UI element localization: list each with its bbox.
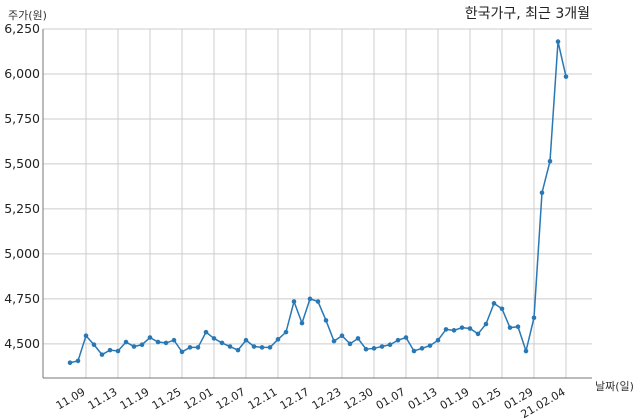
data-point bbox=[547, 158, 553, 164]
y-tick-label: 5,500 bbox=[4, 156, 40, 171]
data-point bbox=[555, 39, 561, 44]
data-point bbox=[275, 337, 281, 342]
series-line-group bbox=[67, 39, 569, 366]
series-line bbox=[69, 41, 567, 364]
data-point bbox=[171, 337, 177, 343]
x-axis-ticks: 11.0911.1311.1911.2512.0112.0712.1112.17… bbox=[54, 385, 568, 419]
data-point bbox=[251, 344, 257, 349]
data-point bbox=[299, 320, 305, 326]
data-point bbox=[267, 345, 273, 350]
x-tick-label: 01.13 bbox=[406, 385, 440, 412]
data-point bbox=[243, 337, 249, 343]
data-point bbox=[427, 343, 433, 348]
data-point bbox=[163, 340, 169, 346]
y-tick-label: 6,000 bbox=[4, 66, 40, 81]
data-point bbox=[331, 338, 337, 344]
x-tick-label: 11.13 bbox=[86, 385, 120, 412]
axes bbox=[42, 29, 592, 379]
y-tick-label: 5,750 bbox=[4, 111, 40, 126]
x-tick-label: 11.25 bbox=[150, 385, 184, 412]
data-point bbox=[339, 333, 345, 339]
data-point bbox=[139, 342, 145, 348]
data-point bbox=[539, 190, 545, 196]
data-point bbox=[403, 335, 409, 340]
data-point bbox=[179, 349, 185, 355]
data-point bbox=[531, 315, 537, 321]
x-tick-label: 01.07 bbox=[374, 385, 408, 412]
data-point bbox=[459, 325, 465, 330]
data-point bbox=[227, 344, 233, 349]
x-tick-label: 12.11 bbox=[246, 385, 280, 412]
data-point bbox=[67, 360, 73, 366]
data-point bbox=[475, 331, 481, 337]
data-point bbox=[395, 337, 401, 343]
y-tick-label: 6,250 bbox=[4, 21, 40, 36]
data-point bbox=[371, 346, 377, 351]
data-point bbox=[363, 346, 369, 352]
x-tick-label: 12.30 bbox=[342, 385, 376, 412]
data-point bbox=[379, 344, 385, 349]
data-point bbox=[499, 306, 505, 312]
data-point bbox=[259, 345, 265, 350]
data-point bbox=[467, 326, 473, 331]
x-tick-label: 11.09 bbox=[54, 385, 88, 412]
data-point bbox=[435, 337, 441, 343]
data-point bbox=[563, 74, 569, 79]
data-point bbox=[115, 348, 121, 354]
data-point bbox=[107, 347, 113, 353]
x-tick-label: 12.17 bbox=[278, 385, 312, 412]
data-point bbox=[203, 329, 209, 335]
data-point bbox=[323, 318, 329, 323]
data-point bbox=[483, 321, 489, 327]
x-axis-label: 날짜(일) bbox=[595, 379, 634, 393]
chart-title: 한국가구, 최근 3개월 bbox=[465, 6, 590, 22]
x-tick-label: 11.19 bbox=[118, 385, 152, 412]
data-point bbox=[211, 336, 217, 341]
data-point bbox=[219, 340, 225, 346]
data-point bbox=[235, 347, 241, 353]
data-point bbox=[187, 345, 193, 350]
y-tick-label: 4,750 bbox=[4, 291, 40, 306]
data-point bbox=[355, 336, 361, 341]
data-point bbox=[155, 339, 161, 345]
x-tick-label: 12.07 bbox=[214, 385, 248, 412]
data-point bbox=[411, 348, 417, 354]
data-point bbox=[451, 328, 457, 333]
data-point bbox=[91, 342, 97, 348]
data-point bbox=[315, 299, 321, 304]
y-tick-label: 5,000 bbox=[4, 246, 40, 261]
data-point bbox=[491, 301, 497, 306]
data-point bbox=[443, 327, 449, 332]
data-point bbox=[523, 348, 529, 354]
data-point bbox=[147, 335, 153, 340]
y-tick-label: 4,500 bbox=[4, 336, 40, 351]
y-axis-ticks: 4,500 4,750 5,000 5,250 5,500 5,750 6,000 6,250 bbox=[4, 21, 40, 351]
data-point bbox=[123, 339, 129, 345]
data-point bbox=[387, 342, 393, 348]
data-point bbox=[75, 358, 81, 364]
data-point bbox=[419, 346, 425, 351]
data-point bbox=[347, 341, 353, 347]
y-axis-label: 주가(원) bbox=[8, 9, 47, 22]
data-point bbox=[195, 345, 201, 350]
x-tick-label: 12.23 bbox=[310, 385, 344, 412]
data-point bbox=[99, 352, 105, 357]
data-point bbox=[283, 329, 289, 335]
x-tick-label: 12.01 bbox=[182, 385, 216, 412]
x-tick-label: 01.19 bbox=[438, 385, 472, 412]
data-point bbox=[515, 324, 521, 330]
data-point bbox=[291, 299, 297, 304]
data-point bbox=[507, 325, 513, 330]
x-tick-label: 01.25 bbox=[470, 385, 504, 412]
data-point bbox=[307, 296, 313, 302]
data-point bbox=[83, 333, 89, 339]
y-tick-label: 5,250 bbox=[4, 201, 40, 216]
data-point bbox=[131, 344, 137, 349]
